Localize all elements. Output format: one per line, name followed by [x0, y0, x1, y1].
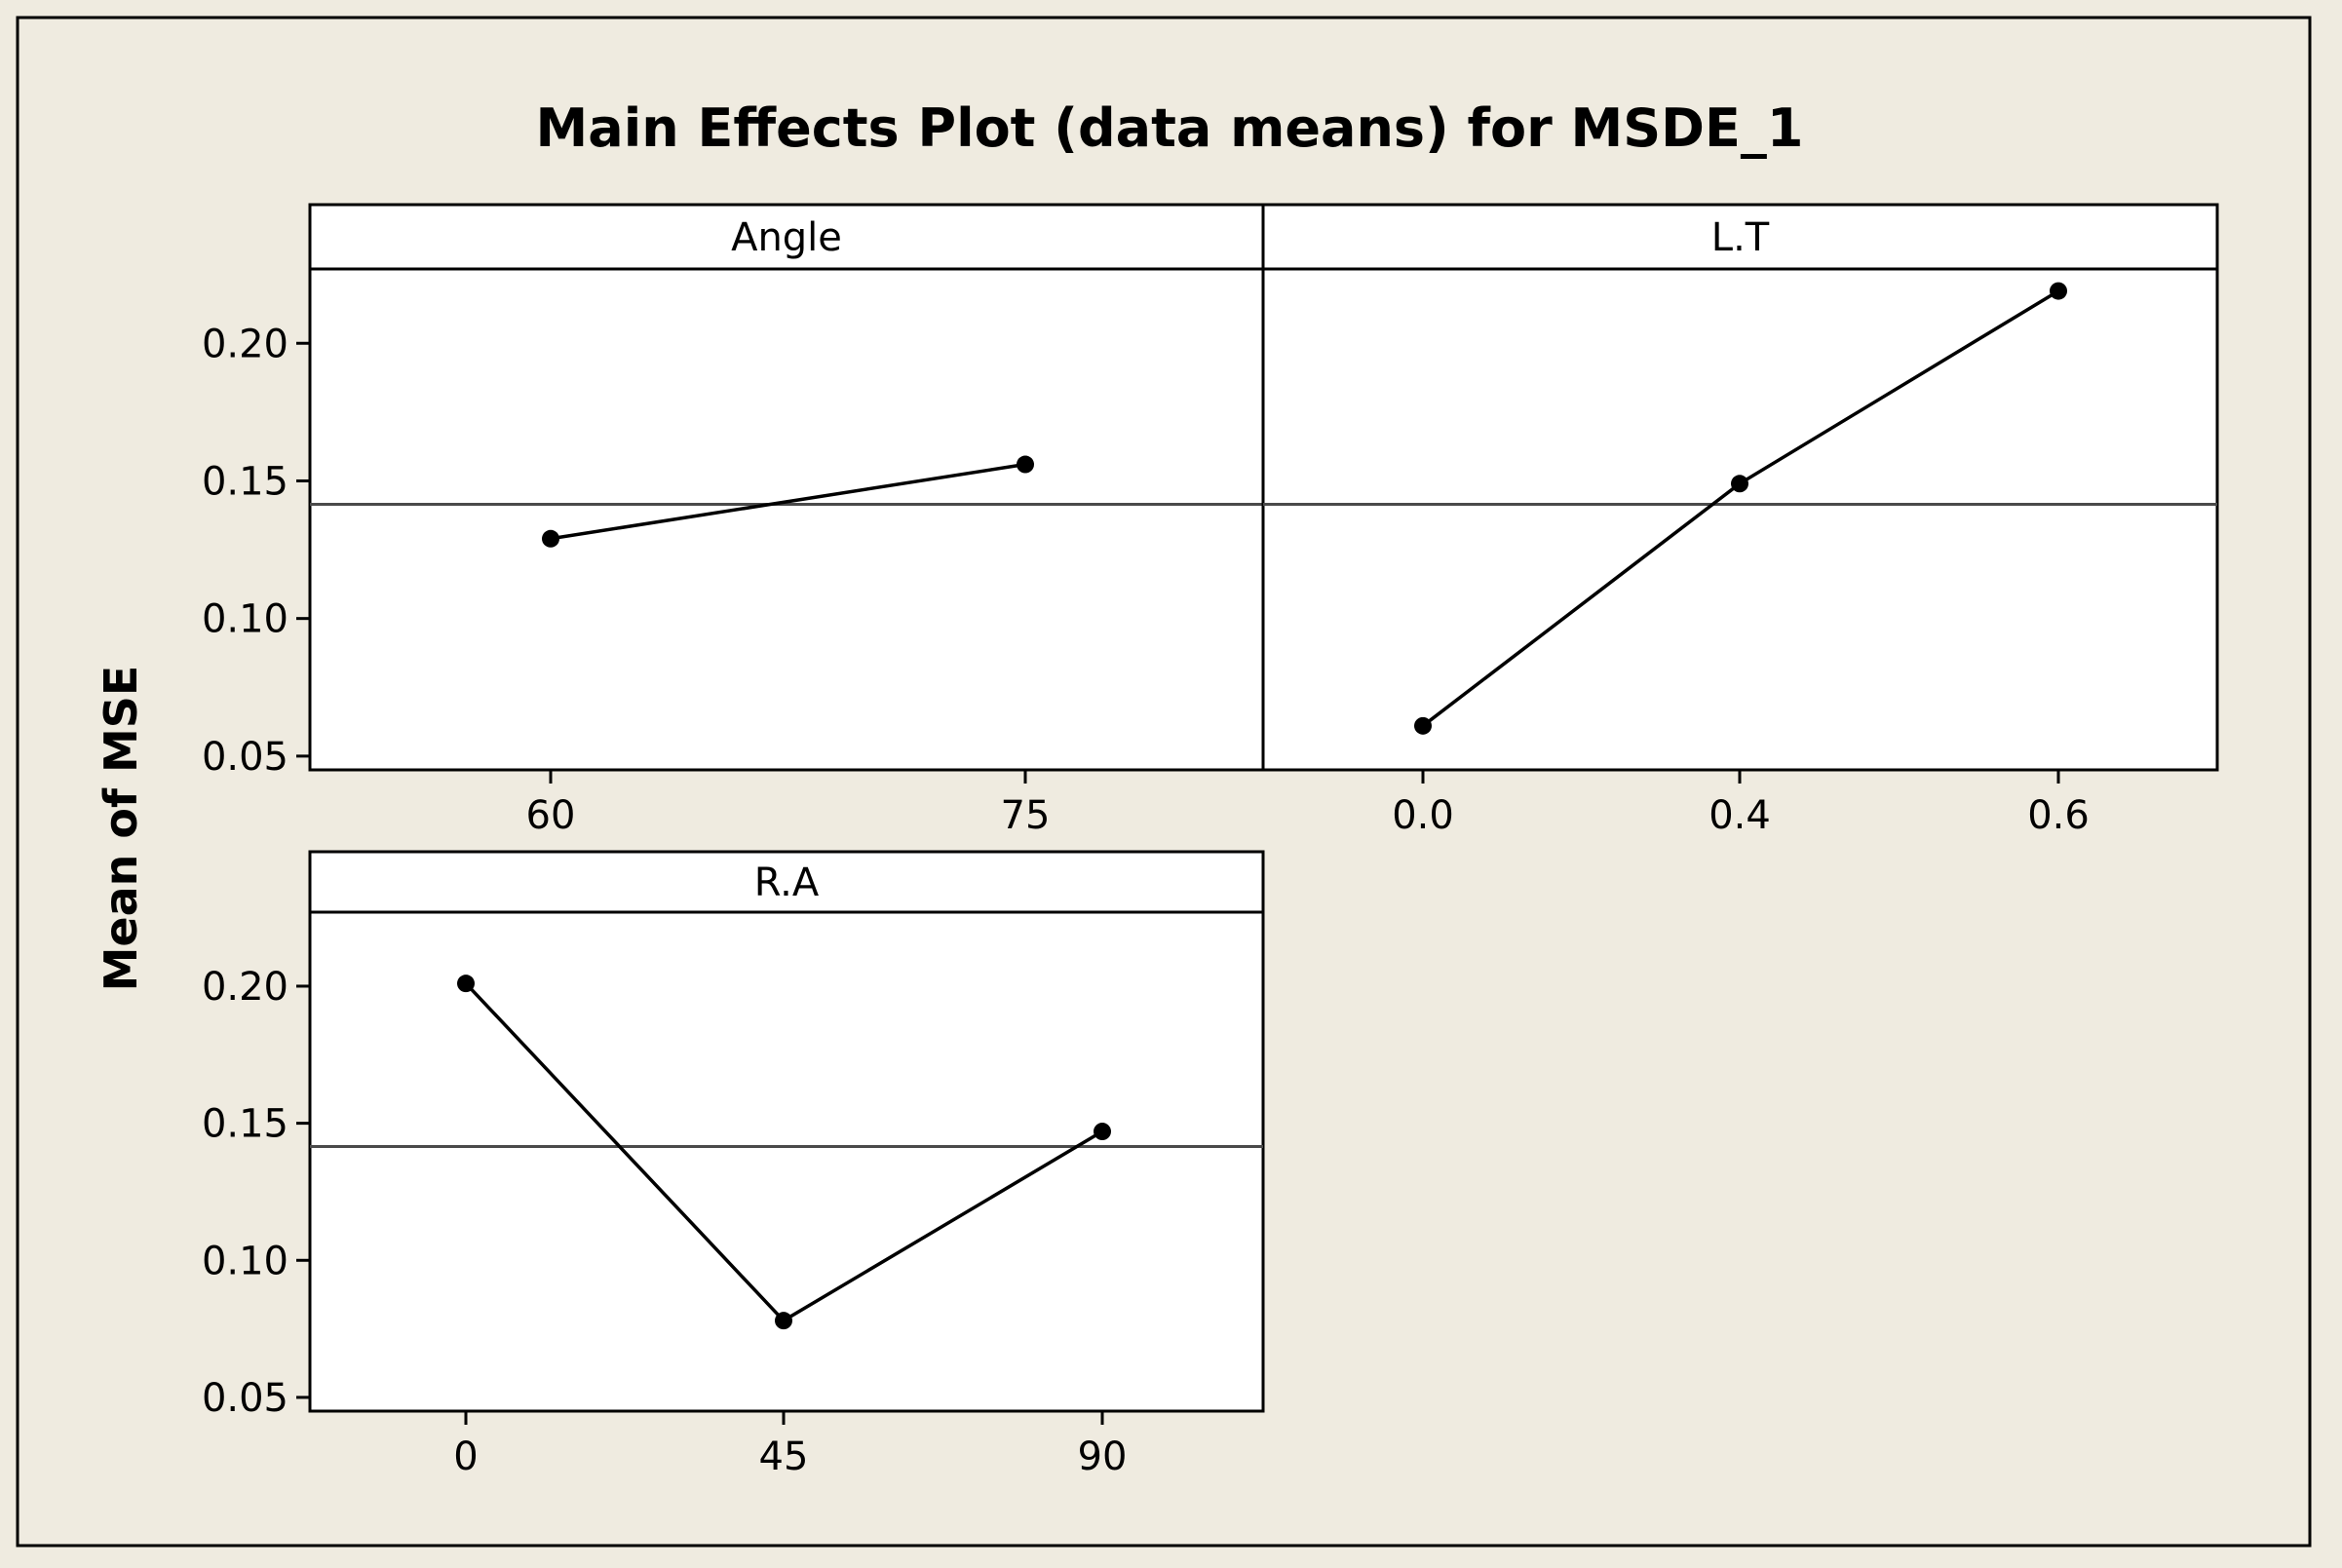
data-point-ra: [457, 975, 475, 993]
data-point-lt: [1731, 475, 1748, 493]
x-tick-label-ra: 45: [759, 1434, 809, 1479]
data-point-angle: [1017, 455, 1034, 474]
x-tick-label-lt: 0.0: [1392, 793, 1454, 838]
x-tick-label-angle: 75: [1001, 793, 1051, 838]
data-point-ra: [1094, 1123, 1111, 1141]
chart-title: Main Effects Plot (data means) for MSDE_…: [536, 97, 1804, 159]
x-tick-label-lt: 0.6: [2027, 793, 2090, 838]
data-point-ra: [775, 1312, 792, 1330]
series-line-angle: [550, 462, 1026, 541]
y-tick-label-angle: 0.05: [202, 735, 288, 780]
strip-label-ra: R.A: [754, 860, 820, 905]
data-point-angle: [542, 529, 559, 548]
chart-frame: [16, 16, 2312, 1548]
y-tick-label-ra: 0.10: [202, 1239, 288, 1283]
data-point-lt: [2050, 282, 2067, 300]
x-tick-label-angle: 60: [526, 793, 576, 838]
panel-angle: [308, 203, 1265, 772]
y-tick-label-angle: 0.15: [202, 459, 288, 504]
strip-label-lt: L.T: [1711, 215, 1770, 260]
x-tick-label-ra: 0: [453, 1434, 478, 1479]
y-tick-label-ra: 0.15: [202, 1102, 288, 1147]
y-tick-label-angle: 0.20: [202, 322, 288, 366]
data-point-lt: [1414, 716, 1432, 735]
x-tick-label-lt: 0.4: [1709, 793, 1771, 838]
y-axis-label: Mean of MSE: [95, 666, 147, 992]
y-tick-label-ra: 0.05: [202, 1376, 288, 1421]
panel-group: Angle 0.05 0.10 0.15 0.20 60 75 L.T 0.0 0.4 0.6 R.A…: [202, 203, 2219, 1479]
x-tick-label-ra: 90: [1078, 1434, 1128, 1479]
strip-label-angle: Angle: [731, 215, 842, 260]
y-tick-label-ra: 0.20: [202, 965, 288, 1010]
y-tick-label-angle: 0.10: [202, 597, 288, 642]
